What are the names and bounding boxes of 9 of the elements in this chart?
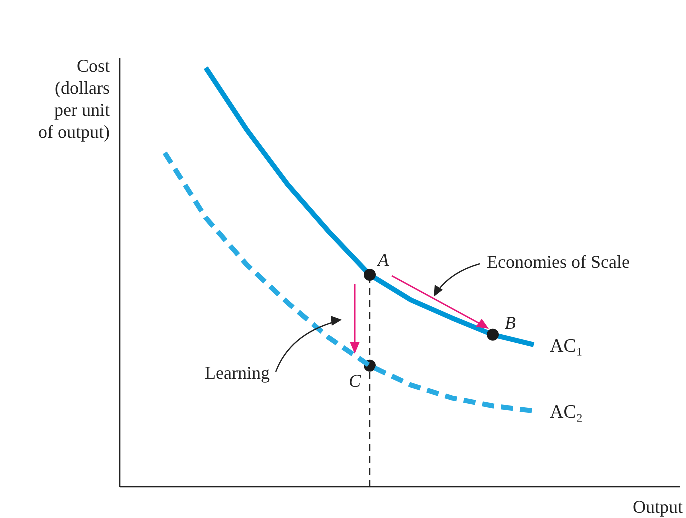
annotation: Economies of Scale — [487, 252, 630, 272]
annotation: B — [505, 312, 516, 333]
annotation: A — [377, 250, 390, 270]
series-label: AC₁ — [550, 336, 584, 357]
annotation: Learning — [205, 363, 270, 383]
series-label: AC₂ — [550, 402, 584, 424]
x-axis-title: Output — [632, 497, 683, 517]
y-axis-title: Cost (dollars per unit of output) — [38, 56, 110, 142]
annotation: C — [348, 371, 362, 391]
